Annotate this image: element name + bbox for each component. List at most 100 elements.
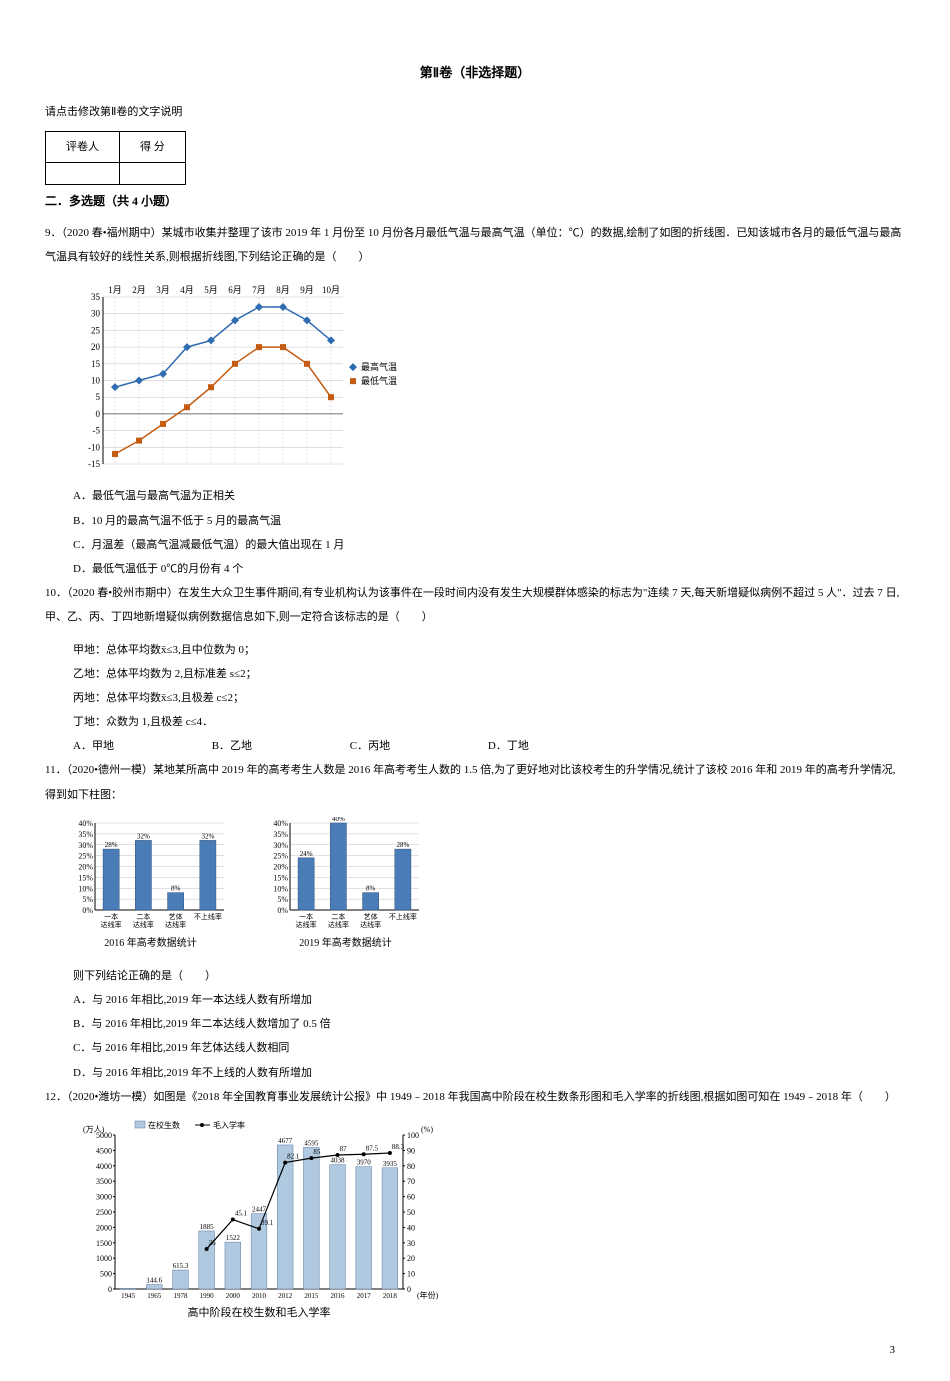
svg-text:5%: 5%: [277, 895, 288, 904]
svg-text:5: 5: [96, 393, 101, 403]
question-11: 11．（2020•德州一模）某地某所高中 2019 年的高考考生人数是 2016…: [45, 758, 905, 806]
q11-2019-label: 2019 年高考数据统计: [268, 934, 423, 954]
q9-optC: C．月温差（最高气温减最低气温）的最大值出现在 1 月: [45, 533, 905, 557]
grader-blank: [46, 163, 120, 185]
q10-options-row: A．甲地 B．乙地 C．丙地 D．丁地: [45, 734, 905, 758]
q11-optB: B．与 2016 年相比,2019 年二本达线人数增加了 0.5 倍: [45, 1012, 905, 1036]
svg-text:80: 80: [407, 1162, 415, 1171]
svg-text:40: 40: [407, 1223, 415, 1232]
line-chart-svg: -15-10-5051015202530351月2月3月4月5月6月7月8月9月…: [73, 279, 413, 474]
svg-text:87: 87: [340, 1145, 348, 1153]
q10-ding: 丁地：众数为 1,且极差 c≤4．: [45, 710, 905, 734]
svg-text:4038: 4038: [331, 1157, 346, 1165]
svg-text:32%: 32%: [201, 832, 214, 840]
question-9: 9．（2020 春•福州期中）某城市收集并整理了该市 2019 年 1 月份至 …: [45, 221, 905, 269]
svg-text:32%: 32%: [137, 832, 150, 840]
q12-num: 12．: [45, 1091, 67, 1103]
svg-text:85: 85: [313, 1148, 321, 1156]
grader-table: 评卷人 得 分: [45, 131, 186, 185]
svg-text:1522: 1522: [226, 1234, 241, 1242]
svg-text:500: 500: [100, 1270, 112, 1279]
q11-chart-2016: 0%5%10%15%20%25%30%35%40%28%一本达线率32%二本达线…: [73, 817, 228, 954]
svg-text:82.1: 82.1: [287, 1153, 300, 1161]
q10-jia: 甲地：总体平均数x̄≤3,且中位数为 0；: [45, 638, 905, 662]
svg-text:24%: 24%: [300, 850, 313, 858]
svg-text:8%: 8%: [366, 884, 376, 892]
svg-text:25%: 25%: [78, 851, 93, 860]
svg-text:10%: 10%: [273, 884, 288, 893]
svg-text:5月: 5月: [204, 285, 218, 295]
svg-text:1965: 1965: [147, 1292, 162, 1300]
svg-text:3970: 3970: [357, 1159, 372, 1167]
svg-text:10月: 10月: [322, 285, 340, 295]
q9-optB: B．10 月的最高气温不低于 5 月的最高气温: [45, 509, 905, 533]
svg-text:达线率: 达线率: [101, 920, 122, 929]
svg-text:10: 10: [407, 1270, 415, 1279]
q10-text: （2020 春•胶州市期中）在发生大众卫生事件期间,有专业机构认为该事件在一段时…: [45, 587, 899, 623]
svg-text:最高气温: 最高气温: [361, 362, 397, 373]
svg-text:39.1: 39.1: [261, 1219, 274, 1227]
svg-text:20%: 20%: [273, 862, 288, 871]
svg-text:一本: 一本: [299, 912, 313, 921]
svg-text:-10: -10: [88, 443, 100, 453]
svg-text:1990: 1990: [200, 1292, 215, 1300]
svg-text:(%): (%): [421, 1125, 433, 1134]
svg-text:2016: 2016: [331, 1292, 346, 1300]
svg-text:50: 50: [407, 1208, 415, 1217]
svg-text:45.1: 45.1: [235, 1209, 248, 1217]
svg-text:1000: 1000: [96, 1254, 112, 1263]
combo-chart-svg: 0500100015002000250030003500400045005000…: [73, 1119, 453, 1319]
svg-text:3000: 3000: [96, 1193, 112, 1202]
bar-chart-2016-svg: 0%5%10%15%20%25%30%35%40%28%一本达线率32%二本达线…: [73, 817, 228, 932]
svg-text:达线率: 达线率: [296, 920, 317, 929]
svg-text:4677: 4677: [278, 1137, 293, 1145]
svg-text:2000: 2000: [96, 1223, 112, 1232]
svg-text:在校生数: 在校生数: [148, 1120, 180, 1130]
svg-text:不上线率: 不上线率: [389, 912, 417, 921]
svg-text:35: 35: [91, 292, 101, 302]
svg-text:30: 30: [407, 1239, 415, 1248]
question-10: 10．（2020 春•胶州市期中）在发生大众卫生事件期间,有专业机构认为该事件在…: [45, 581, 905, 629]
svg-text:87.5: 87.5: [366, 1144, 379, 1152]
svg-text:28%: 28%: [105, 841, 118, 849]
svg-text:25%: 25%: [273, 851, 288, 860]
svg-text:2012: 2012: [278, 1292, 293, 1300]
q10-num: 10．: [45, 587, 67, 599]
svg-text:2018: 2018: [383, 1292, 398, 1300]
svg-text:达线率: 达线率: [133, 920, 154, 929]
svg-text:26: 26: [209, 1239, 217, 1247]
svg-text:0: 0: [96, 409, 101, 419]
q11-2016-label: 2016 年高考数据统计: [73, 934, 228, 954]
score-label: 得 分: [120, 132, 186, 163]
svg-text:40%: 40%: [273, 819, 288, 828]
svg-text:5%: 5%: [82, 895, 93, 904]
svg-text:艺体: 艺体: [364, 912, 378, 921]
q9-optD: D．最低气温低于 0℃的月份有 4 个: [45, 557, 905, 581]
svg-text:28%: 28%: [396, 841, 409, 849]
svg-text:2010: 2010: [252, 1292, 267, 1300]
svg-text:9月: 9月: [300, 285, 314, 295]
svg-text:40%: 40%: [78, 819, 93, 828]
svg-text:(万人): (万人): [83, 1125, 105, 1134]
svg-text:1月: 1月: [108, 285, 122, 295]
section-title: 第Ⅱ卷（非选择题）: [45, 60, 905, 86]
svg-text:10: 10: [91, 376, 101, 386]
q9-optA: A．最低气温与最高气温为正相关: [45, 484, 905, 508]
instruction-text: 请点击修改第Ⅱ卷的文字说明: [45, 101, 905, 123]
svg-text:20: 20: [91, 342, 101, 352]
svg-text:2015: 2015: [304, 1292, 319, 1300]
svg-text:7月: 7月: [252, 285, 266, 295]
q11-text: （2020•德州一模）某地某所高中 2019 年的高考考生人数是 2016 年高…: [45, 764, 895, 800]
svg-text:2月: 2月: [132, 285, 146, 295]
svg-text:2000: 2000: [226, 1292, 241, 1300]
svg-text:100: 100: [407, 1131, 419, 1140]
svg-text:二本: 二本: [136, 912, 150, 921]
svg-text:2447: 2447: [252, 1206, 267, 1214]
svg-text:88.3: 88.3: [392, 1143, 405, 1151]
svg-text:毛入学率: 毛入学率: [213, 1120, 245, 1130]
svg-text:4月: 4月: [180, 285, 194, 295]
svg-text:40%: 40%: [332, 817, 345, 823]
question-12: 12．（2020•潍坊一模）如图是《2018 年全国教育事业发展统计公报》中 1…: [45, 1085, 905, 1109]
svg-text:0: 0: [407, 1285, 411, 1294]
svg-text:高中阶段在校生数和毛入学率: 高中阶段在校生数和毛入学率: [188, 1305, 331, 1319]
